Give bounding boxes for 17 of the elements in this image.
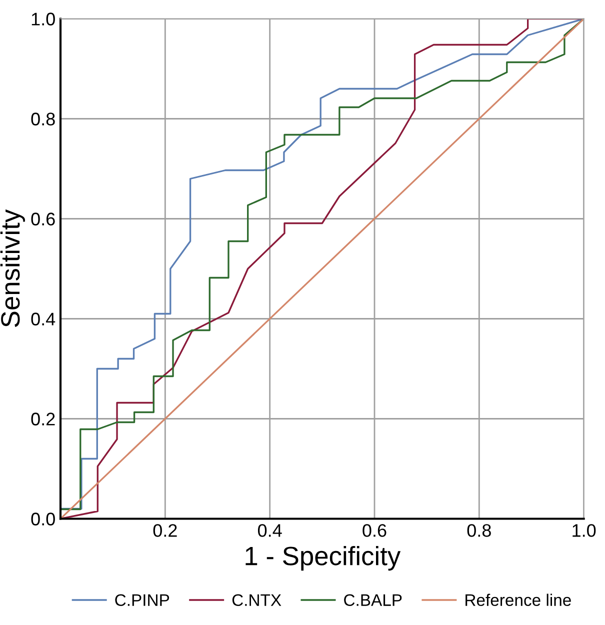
x-axis-title: 1 - Specificity xyxy=(246,546,401,571)
legend-label: C.NTX xyxy=(232,594,282,606)
y-axis-title: Sensitivity xyxy=(0,209,25,327)
x-tick-label: 0.6 xyxy=(362,524,386,537)
y-tick-label: 0.0 xyxy=(31,512,55,526)
y-tick-label: 0.6 xyxy=(31,212,55,226)
y-tick-label: 0.4 xyxy=(31,312,56,326)
legend-label: Reference line xyxy=(466,594,571,606)
y-tick-label: 0.2 xyxy=(31,412,55,426)
x-tick-label: 0.4 xyxy=(258,524,282,537)
y-tick-label: 0.8 xyxy=(31,112,55,126)
x-tick-label: 1.0 xyxy=(572,524,596,537)
legend-label: C.BALP xyxy=(344,594,402,606)
x-tick-label: 0.2 xyxy=(153,524,177,537)
y-tick-label: 1.0 xyxy=(32,12,55,26)
legend-label: C.PINP xyxy=(115,594,170,606)
x-tick-label: 0.8 xyxy=(467,524,491,537)
